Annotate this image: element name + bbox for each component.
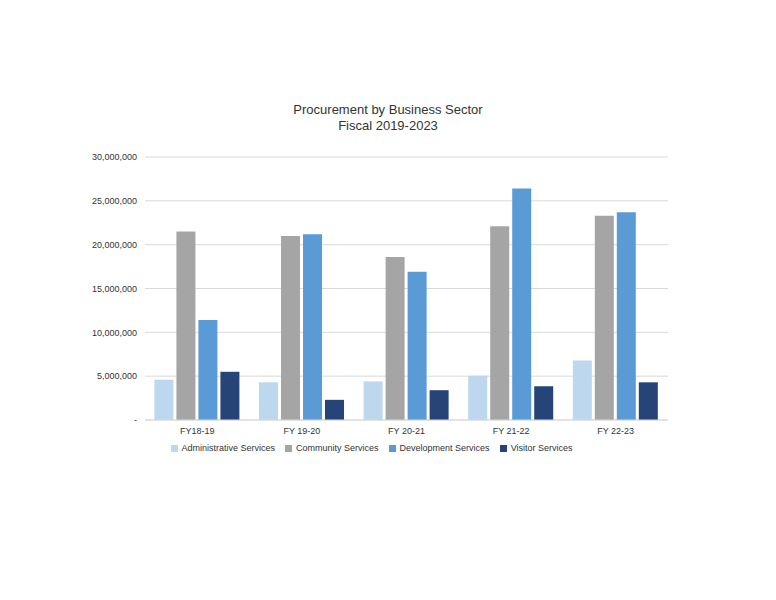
svg-text:5,000,000: 5,000,000 — [97, 371, 137, 381]
svg-text:-: - — [134, 415, 137, 425]
svg-text:FY 19-20: FY 19-20 — [283, 426, 320, 436]
svg-text:30,000,000: 30,000,000 — [92, 152, 137, 162]
html-text:Community Services: Community Services — [296, 443, 379, 453]
svg-text:FY 22-23: FY 22-23 — [597, 426, 634, 436]
html-text:Development Services: Development Services — [399, 443, 490, 453]
svg-text:15,000,000: 15,000,000 — [92, 284, 137, 294]
svg-text:25,000,000: 25,000,000 — [92, 196, 137, 206]
html-text:Visitor Services: Visitor Services — [510, 443, 573, 453]
html-text:Procurement by Business Sector: Procurement by Business Sector — [293, 102, 483, 117]
svg-text:20,000,000: 20,000,000 — [92, 240, 137, 250]
svg-text:FY 20-21: FY 20-21 — [388, 426, 425, 436]
html-text:Administrative Services: Administrative Services — [181, 443, 275, 453]
svg-text:10,000,000: 10,000,000 — [92, 328, 137, 338]
html-text:Fiscal 2019-2023: Fiscal 2019-2023 — [338, 118, 438, 133]
svg-text:FY18-19: FY18-19 — [180, 426, 215, 436]
svg-text:FY 21-22: FY 21-22 — [493, 426, 530, 436]
